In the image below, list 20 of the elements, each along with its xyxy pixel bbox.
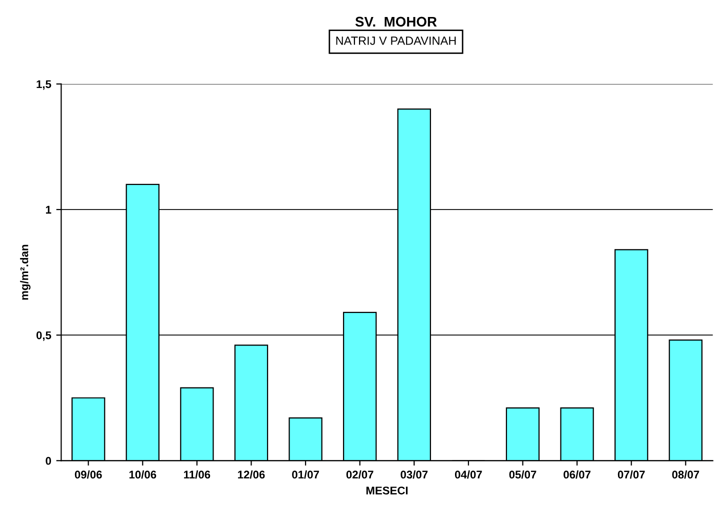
x-tick-label: 02/07 [346,470,374,479]
x-tick-label: 10/06 [129,470,156,479]
y-axis-title: mg/m².dan [20,244,30,300]
x-tick-label: 07/07 [618,470,645,479]
x-tick-label: 06/07 [564,470,590,479]
y-tick-label: 0 [46,456,52,465]
x-axis-title: MESECI [366,486,408,494]
x-tick-label: 03/07 [400,470,428,479]
y-tick-label: 0,5 [36,331,52,341]
y-tick-label: 1,5 [36,80,52,90]
x-tick-label: 12/06 [238,470,265,479]
chart-title: SV. MOHOR [355,16,437,27]
x-tick-label: 04/07 [454,470,482,479]
x-tick-label: 01/07 [292,470,319,479]
chart-subtitle: NATRIJ V PADAVINAH [336,36,456,45]
x-tick-label: 11/06 [184,470,210,479]
x-tick-label: 08/07 [672,470,700,479]
x-tick-label: 05/07 [509,470,536,479]
x-tick-label: 09/06 [74,470,102,479]
y-tick-label: 1 [46,206,52,214]
